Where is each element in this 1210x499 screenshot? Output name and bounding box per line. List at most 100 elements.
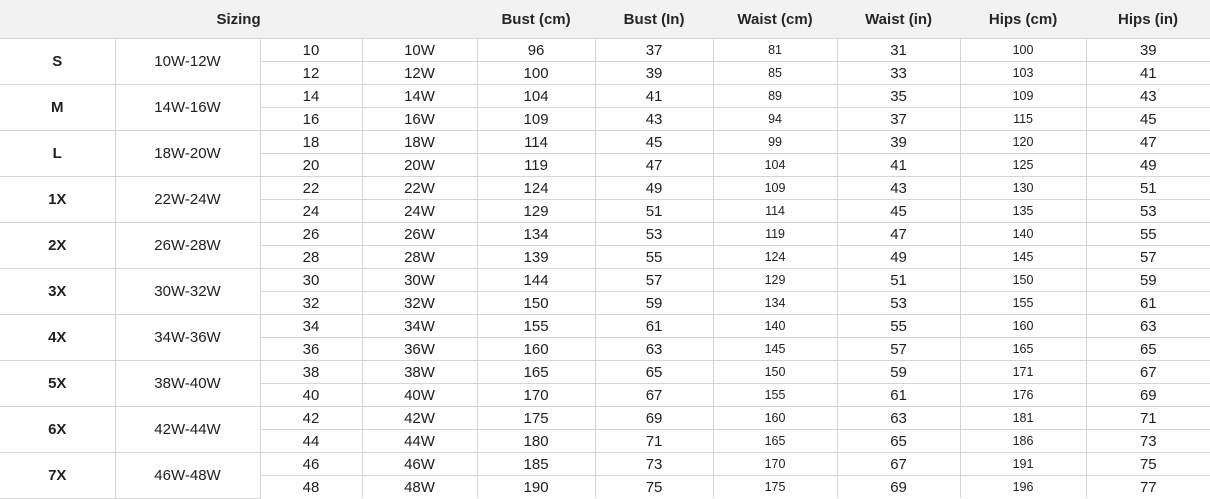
table-row: 32 32W 150 59 134 53 155 61 (0, 291, 1210, 315)
num-cell: 30 (259, 268, 363, 292)
waist-cm-cell: 134 (712, 291, 838, 315)
numw-cell: 22W (361, 176, 478, 200)
num-cell: 18 (259, 130, 363, 154)
table-row: L 18W-20W 18 18W 114 45 99 39 120 47 (0, 130, 1210, 177)
numw-cell: 12W (361, 61, 478, 85)
header-hips-in: Hips (in) (1086, 0, 1210, 39)
num-cell: 10 (259, 38, 363, 62)
waist-in-cell: 63 (836, 406, 961, 430)
hips-in-cell: 51 (1085, 176, 1210, 200)
hips-cm-cell: 155 (959, 291, 1087, 315)
num-cell: 48 (260, 475, 363, 498)
bust-in-cell: 65 (594, 360, 714, 384)
bust-in-cell: 75 (594, 475, 714, 498)
bust-cm-cell: 119 (476, 153, 596, 177)
size-cell: S (0, 38, 116, 85)
num-cell: 38 (259, 360, 363, 384)
numw-cell: 40W (361, 383, 478, 407)
waist-in-cell: 57 (836, 337, 961, 361)
range-cell: 14W-16W (114, 84, 261, 131)
table-row: 44 44W 180 71 165 65 186 73 (0, 429, 1210, 453)
numw-cell: 44W (361, 429, 478, 453)
range-cell: 22W-24W (114, 176, 261, 223)
numw-cell: 32W (361, 291, 478, 315)
numw-cell: 30W (361, 268, 478, 292)
hips-in-cell: 57 (1085, 245, 1210, 269)
bust-in-cell: 59 (594, 291, 714, 315)
bust-in-cell: 61 (594, 314, 714, 338)
waist-cm-cell: 99 (712, 130, 838, 154)
bust-in-cell: 47 (594, 153, 714, 177)
range-cell: 30W-32W (114, 268, 261, 315)
waist-cm-cell: 119 (712, 222, 838, 246)
hips-cm-cell: 125 (959, 153, 1087, 177)
hips-in-cell: 65 (1085, 337, 1210, 361)
hips-in-cell: 41 (1085, 61, 1210, 85)
num-cell: 14 (259, 84, 363, 108)
hips-in-cell: 67 (1085, 360, 1210, 384)
table-row: 7X 46W-48W 46 46W 185 73 170 67 191 75 (0, 452, 1210, 499)
hips-in-cell: 53 (1085, 199, 1210, 223)
bust-cm-cell: 100 (476, 61, 596, 85)
waist-cm-cell: 94 (712, 107, 838, 131)
bust-cm-cell: 175 (476, 406, 596, 430)
waist-in-cell: 59 (836, 360, 961, 384)
bust-in-cell: 45 (594, 130, 714, 154)
hips-in-cell: 59 (1085, 268, 1210, 292)
bust-in-cell: 43 (594, 107, 714, 131)
hips-cm-cell: 140 (959, 222, 1087, 246)
table-row: 36 36W 160 63 145 57 165 65 (0, 337, 1210, 361)
table-row: 40 40W 170 67 155 61 176 69 (0, 383, 1210, 407)
numw-cell: 24W (361, 199, 478, 223)
header-waist-in: Waist (in) (837, 0, 961, 39)
range-cell: 34W-36W (114, 314, 261, 361)
hips-cm-cell: 145 (959, 245, 1087, 269)
num-cell: 12 (260, 61, 363, 85)
waist-cm-cell: 175 (712, 475, 838, 498)
bust-cm-cell: 114 (476, 130, 596, 154)
hips-cm-cell: 165 (959, 337, 1087, 361)
table-row: 4X 34W-36W 34 34W 155 61 140 55 160 63 (0, 314, 1210, 361)
waist-cm-cell: 150 (712, 360, 838, 384)
bust-cm-cell: 109 (476, 107, 596, 131)
bust-cm-cell: 139 (476, 245, 596, 269)
hips-cm-cell: 130 (959, 176, 1087, 200)
bust-in-cell: 49 (594, 176, 714, 200)
waist-in-cell: 31 (836, 38, 961, 62)
waist-in-cell: 69 (836, 475, 961, 498)
bust-cm-cell: 129 (476, 199, 596, 223)
size-cell: 1X (0, 176, 116, 223)
bust-cm-cell: 160 (476, 337, 596, 361)
waist-cm-cell: 129 (712, 268, 838, 292)
range-cell: 10W-12W (114, 38, 261, 85)
hips-in-cell: 63 (1085, 314, 1210, 338)
bust-cm-cell: 144 (476, 268, 596, 292)
bust-cm-cell: 170 (476, 383, 596, 407)
range-cell: 38W-40W (114, 360, 261, 407)
size-cell: 4X (0, 314, 116, 361)
waist-cm-cell: 104 (712, 153, 838, 177)
range-cell: 26W-28W (114, 222, 261, 269)
size-cell: 3X (0, 268, 116, 315)
numw-cell: 46W (361, 452, 478, 476)
bust-cm-cell: 185 (476, 452, 596, 476)
bust-in-cell: 55 (594, 245, 714, 269)
waist-cm-cell: 140 (712, 314, 838, 338)
hips-cm-cell: 135 (959, 199, 1087, 223)
waist-cm-cell: 165 (712, 429, 838, 453)
waist-in-cell: 41 (836, 153, 961, 177)
hips-cm-cell: 176 (959, 383, 1087, 407)
numw-cell: 26W (361, 222, 478, 246)
range-cell: 42W-44W (114, 406, 261, 453)
hips-cm-cell: 103 (959, 61, 1087, 85)
waist-cm-cell: 155 (712, 383, 838, 407)
bust-cm-cell: 124 (476, 176, 596, 200)
hips-in-cell: 55 (1085, 222, 1210, 246)
header-bust-in: Bust (In) (595, 0, 714, 39)
table-row: 28 28W 139 55 124 49 145 57 (0, 245, 1210, 269)
bust-in-cell: 41 (594, 84, 714, 108)
numw-cell: 28W (361, 245, 478, 269)
numw-cell: 34W (361, 314, 478, 338)
hips-in-cell: 47 (1085, 130, 1210, 154)
